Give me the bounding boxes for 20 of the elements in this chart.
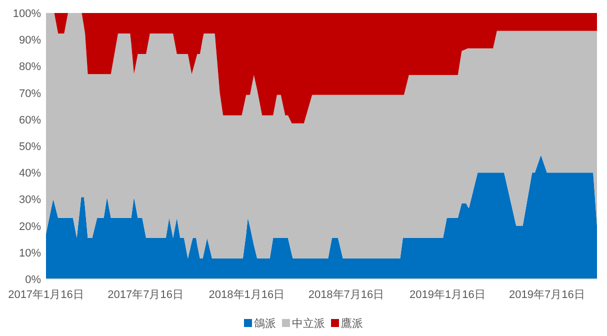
legend-label: 中立派 [292, 317, 325, 330]
y-tick-label: 20% [18, 220, 42, 233]
legend-label: 鷹派 [341, 317, 363, 330]
legend-label: 鴿派 [254, 317, 276, 330]
y-tick-label: 50% [18, 141, 42, 153]
y-tick-label: 90% [18, 34, 42, 47]
x-tick-label: 2019年1月16日 [410, 289, 486, 301]
y-tick-label: 70% [18, 88, 42, 100]
y-tick-label: 0% [25, 274, 42, 286]
x-tick-label: 2019年7月16日 [509, 289, 585, 301]
x-tick-label: 2017年1月16日 [8, 289, 84, 301]
y-tick-label: 100% [12, 8, 42, 20]
y-tick-label: 30% [18, 194, 42, 206]
y-tick-label: 80% [18, 61, 42, 74]
x-tick-label: 2018年1月16日 [208, 289, 285, 301]
y-tick-label: 10% [18, 247, 42, 260]
x-tick-label: 2017年7月16日 [108, 289, 184, 301]
x-tick-label: 2018年7月16日 [308, 289, 384, 301]
y-tick-label: 40% [18, 168, 42, 180]
y-tick-label: 60% [18, 114, 42, 126]
